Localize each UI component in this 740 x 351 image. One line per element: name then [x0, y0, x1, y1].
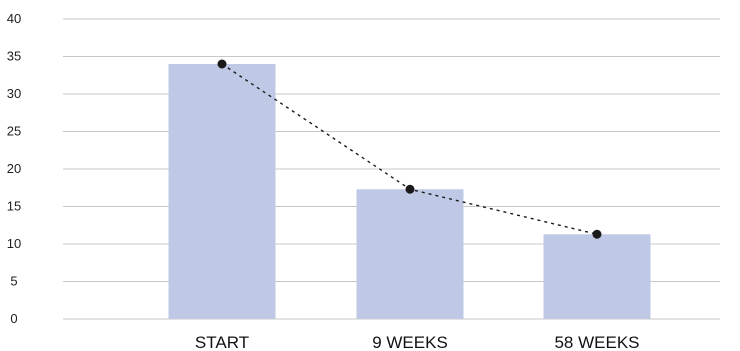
data-point-marker — [592, 229, 602, 239]
y-axis-tick-labels: 0 5 10 15 20 25 30 35 40 — [7, 11, 21, 326]
y-tick-label: 35 — [7, 49, 21, 64]
y-tick-label: 30 — [7, 86, 21, 101]
trend-line — [217, 59, 602, 239]
y-tick-label: 40 — [7, 11, 21, 26]
x-category-label: 58 WEEKS — [554, 333, 639, 351]
y-tick-label: 15 — [7, 199, 21, 214]
x-category-label: 9 WEEKS — [372, 333, 448, 351]
data-point-marker — [405, 184, 415, 194]
bar — [168, 64, 276, 319]
bar — [543, 234, 651, 319]
y-tick-label: 20 — [7, 161, 21, 176]
y-tick-label: 0 — [10, 311, 17, 326]
bar — [356, 189, 464, 319]
y-tick-label: 5 — [10, 274, 17, 289]
x-axis-category-labels: START 9 WEEKS 58 WEEKS — [195, 333, 640, 351]
bars — [168, 64, 651, 319]
y-tick-label: 10 — [7, 236, 21, 251]
x-category-label: START — [195, 333, 249, 351]
y-tick-label: 25 — [7, 124, 21, 139]
data-point-marker — [217, 59, 227, 69]
